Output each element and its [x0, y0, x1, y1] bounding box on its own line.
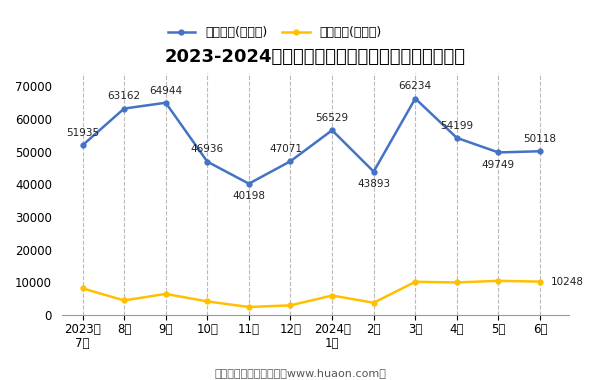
- Line: 进口总额(万美元): 进口总额(万美元): [80, 279, 542, 309]
- 进口总额(万美元): [412, 280, 419, 284]
- Title: 2023-2024年上饶市商品收发货人所在地进、出口额: 2023-2024年上饶市商品收发货人所在地进、出口额: [165, 48, 466, 66]
- Text: 49749: 49749: [482, 160, 515, 169]
- 出口总额(万美元): [162, 100, 169, 105]
- 进口总额(万美元): [79, 286, 86, 291]
- 出口总额(万美元): [495, 150, 502, 155]
- 出口总额(万美元): [453, 136, 460, 140]
- 进口总额(万美元): [203, 299, 211, 304]
- Text: 47071: 47071: [270, 144, 303, 154]
- Text: 43893: 43893: [357, 179, 390, 189]
- Text: 63162: 63162: [107, 91, 140, 101]
- 出口总额(万美元): [79, 143, 86, 147]
- Line: 出口总额(万美元): 出口总额(万美元): [80, 96, 542, 186]
- 出口总额(万美元): [328, 128, 335, 133]
- Text: 50118: 50118: [524, 134, 557, 144]
- 进口总额(万美元): [536, 279, 544, 284]
- 出口总额(万美元): [245, 181, 253, 186]
- Text: 51935: 51935: [66, 128, 99, 138]
- 出口总额(万美元): [412, 96, 419, 101]
- Text: 46936: 46936: [191, 144, 224, 154]
- Text: 10248: 10248: [550, 277, 583, 287]
- 出口总额(万美元): [121, 106, 128, 111]
- Text: 54199: 54199: [440, 121, 473, 131]
- 出口总额(万美元): [536, 149, 544, 154]
- 出口总额(万美元): [370, 169, 377, 174]
- 进口总额(万美元): [328, 293, 335, 298]
- 进口总额(万美元): [245, 305, 253, 309]
- Text: 56529: 56529: [316, 113, 349, 123]
- Text: 66234: 66234: [398, 81, 432, 91]
- 出口总额(万美元): [287, 159, 294, 163]
- 出口总额(万美元): [203, 159, 211, 164]
- 进口总额(万美元): [453, 280, 460, 285]
- 进口总额(万美元): [162, 291, 169, 296]
- Text: 制图：华经产业研究院（www.huaon.com）: 制图：华经产业研究院（www.huaon.com）: [214, 368, 386, 378]
- Text: 64944: 64944: [149, 86, 182, 95]
- Legend: 出口总额(万美元), 进口总额(万美元): 出口总额(万美元), 进口总额(万美元): [167, 26, 382, 39]
- 进口总额(万美元): [495, 279, 502, 283]
- Text: 40198: 40198: [232, 191, 265, 201]
- 进口总额(万美元): [121, 298, 128, 303]
- 进口总额(万美元): [370, 301, 377, 305]
- 进口总额(万美元): [287, 303, 294, 308]
